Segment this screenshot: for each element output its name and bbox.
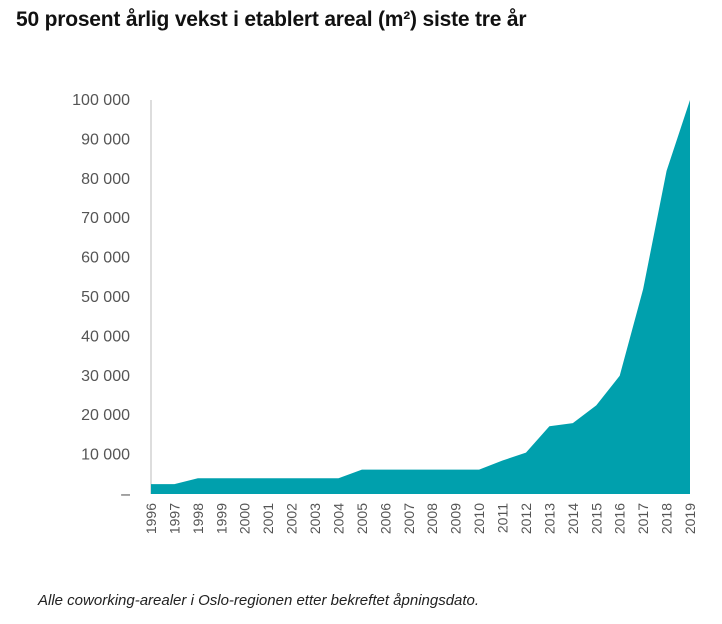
x-tick-label: 1997 (166, 503, 182, 534)
x-tick-label: 2003 (307, 503, 323, 534)
x-tick-label: 2002 (284, 503, 300, 534)
x-tick-label: 2008 (424, 503, 440, 534)
y-tick-label: 70 000 (81, 210, 130, 227)
x-axis: 1996 1997 1998 1999 2000 2001 2002 2003 2004 2005… (143, 503, 698, 534)
y-tick-label: – (121, 486, 130, 503)
x-tick-label: 2011 (495, 503, 511, 533)
x-tick-label: 2013 (541, 503, 557, 534)
y-tick-label: 10 000 (81, 447, 130, 464)
y-axis: – 10 000 20 000 30 000 40 000 50 000 60 000 70 … (72, 92, 152, 503)
x-tick-label: 2017 (635, 503, 651, 534)
series-area (151, 100, 690, 494)
x-tick-label: 2014 (565, 503, 581, 534)
x-tick-label: 2000 (237, 503, 253, 534)
y-tick-label: 60 000 (81, 250, 130, 267)
x-tick-label: 2005 (354, 503, 370, 534)
x-tick-label: 2016 (612, 503, 628, 534)
y-tick-label: 100 000 (72, 92, 130, 109)
y-tick-label: 80 000 (81, 171, 130, 188)
x-tick-label: 2012 (518, 503, 534, 534)
x-tick-label: 2001 (260, 503, 276, 534)
y-tick-label: 90 000 (81, 131, 130, 148)
x-tick-label: 1996 (143, 503, 159, 534)
x-tick-label: 2018 (659, 503, 675, 534)
plot-area (151, 100, 690, 494)
x-tick-label: 2004 (330, 503, 346, 534)
x-tick-label: 2019 (682, 503, 698, 534)
x-tick-label: 2010 (471, 503, 487, 534)
y-tick-label: 20 000 (81, 407, 130, 424)
x-tick-label: 2006 (377, 503, 393, 534)
x-tick-label: 2009 (448, 503, 464, 534)
x-tick-label: 2015 (588, 503, 604, 534)
x-tick-label: 2007 (401, 503, 417, 534)
x-tick-label: 1998 (190, 503, 206, 534)
chart-caption: Alle coworking-arealer i Oslo-regionen e… (38, 592, 480, 609)
area-chart: – 10 000 20 000 30 000 40 000 50 000 60 000 70 … (72, 92, 698, 534)
y-tick-label: 30 000 (81, 368, 130, 385)
chart-title: 50 prosent årlig vekst i etablert areal … (16, 8, 527, 31)
x-tick-label: 1999 (213, 503, 229, 534)
y-tick-label: 50 000 (81, 289, 130, 306)
y-tick-label: 40 000 (81, 328, 130, 345)
